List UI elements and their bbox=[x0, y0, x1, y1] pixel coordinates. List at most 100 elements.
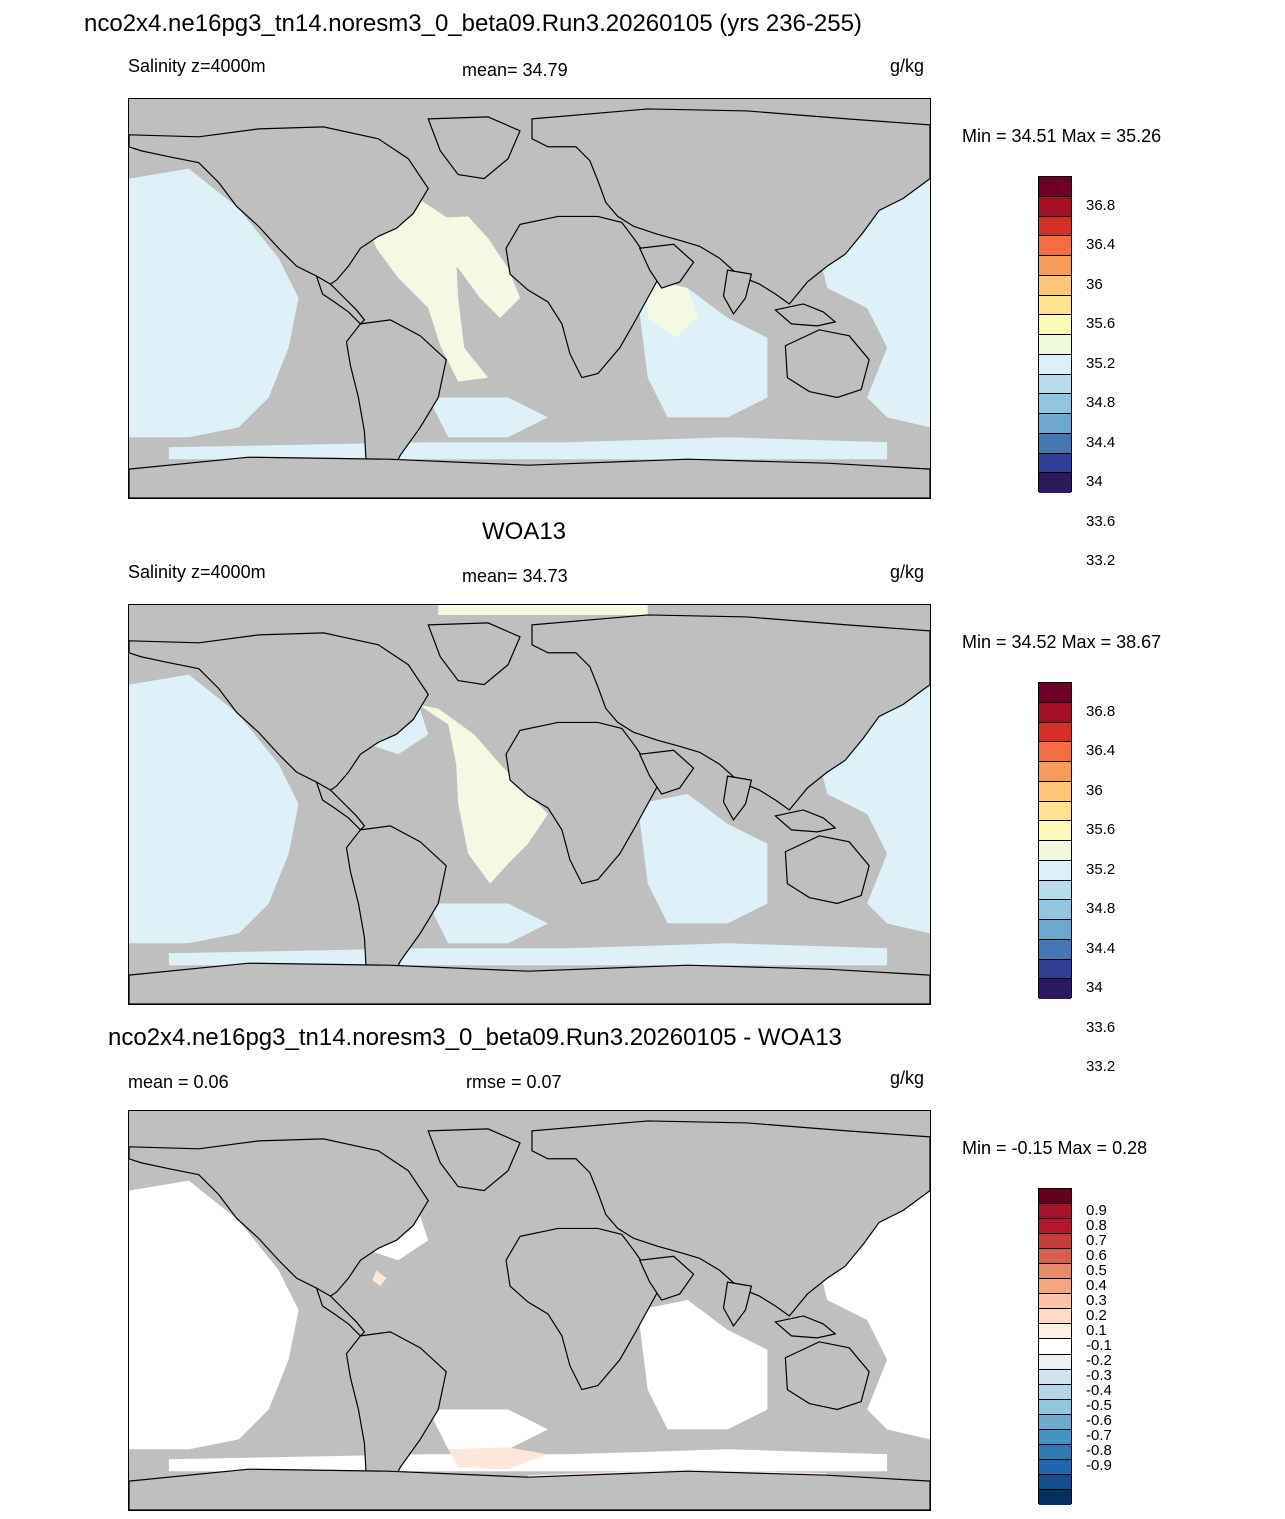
world-map-svg bbox=[129, 1120, 930, 1510]
ocean-region bbox=[129, 674, 299, 944]
colorbar-label: 0.8 bbox=[1086, 1216, 1107, 1234]
ocean-region bbox=[787, 138, 930, 428]
colorbar-swatch bbox=[1039, 920, 1071, 940]
panel-3-heading: nco2x4.ne16pg3_tn14.noresm3_0_beta09.Run… bbox=[108, 1024, 842, 1051]
colorbar-swatch bbox=[1039, 1324, 1071, 1340]
colorbar-swatch bbox=[1039, 1384, 1071, 1400]
colorbar-swatch bbox=[1039, 354, 1071, 375]
coastline bbox=[427, 1128, 521, 1192]
coastline bbox=[784, 835, 870, 905]
coastline bbox=[129, 962, 930, 1004]
colorbar-swatch bbox=[1039, 683, 1071, 703]
colorbar-label: 34.8 bbox=[1086, 900, 1116, 918]
colorbar-label: 35.2 bbox=[1086, 354, 1116, 372]
coastline bbox=[722, 269, 753, 316]
ocean-region bbox=[787, 1150, 930, 1440]
coastline bbox=[505, 1227, 661, 1391]
colorbar-swatch bbox=[1039, 722, 1071, 743]
colorbar-label: 0.4 bbox=[1086, 1276, 1107, 1294]
colorbar-label: 34.8 bbox=[1086, 394, 1116, 412]
colorbar-swatch bbox=[1039, 1234, 1071, 1250]
panel-2-map bbox=[128, 604, 931, 1005]
colorbar-swatch bbox=[1039, 1339, 1071, 1355]
panel-1-mean-label: mean= 34.79 bbox=[462, 60, 568, 80]
colorbar-swatch bbox=[1039, 196, 1071, 217]
colorbar-label: 0.9 bbox=[1086, 1201, 1107, 1219]
panel-3-mean-label: mean = 0.06 bbox=[128, 1072, 229, 1092]
highlight-region bbox=[364, 694, 548, 884]
panel-2-units: g/kg bbox=[890, 562, 925, 582]
colorbar-swatch bbox=[1039, 1429, 1071, 1445]
colorbar-swatch bbox=[1039, 900, 1071, 920]
colorbar-label: 33.6 bbox=[1086, 1018, 1116, 1036]
colorbar-swatch bbox=[1039, 275, 1071, 296]
colorbar-label: -0.2 bbox=[1086, 1352, 1112, 1370]
highlight-region bbox=[448, 1447, 548, 1470]
ocean-region bbox=[428, 903, 548, 944]
ocean-region bbox=[637, 794, 768, 924]
colorbar-swatch bbox=[1039, 742, 1071, 762]
colorbar-swatch bbox=[1039, 841, 1071, 861]
colorbar-swatch bbox=[1039, 216, 1071, 237]
panel-1-colorbar bbox=[1038, 176, 1072, 493]
coastline bbox=[774, 1315, 837, 1339]
colorbar-label: 36.8 bbox=[1086, 196, 1116, 214]
ocean-region bbox=[428, 1409, 548, 1450]
colorbar-label: 35.2 bbox=[1086, 860, 1116, 878]
colorbar-swatch bbox=[1039, 860, 1071, 881]
colorbar-swatch bbox=[1039, 1294, 1071, 1310]
colorbar-swatch bbox=[1039, 1369, 1071, 1385]
ocean-region bbox=[168, 943, 888, 966]
ocean-region bbox=[637, 1300, 768, 1430]
colorbar-swatch bbox=[1039, 1354, 1071, 1370]
coastline bbox=[505, 721, 661, 885]
colorbar-label: -0.3 bbox=[1086, 1367, 1112, 1385]
world-map-svg bbox=[129, 108, 930, 498]
coastline bbox=[129, 456, 930, 498]
colorbar-swatch bbox=[1039, 1309, 1071, 1325]
panel-1-minmax: Min = 34.51 Max = 35.26 bbox=[962, 126, 1162, 146]
colorbar-swatch bbox=[1039, 1399, 1071, 1415]
colorbar-swatch bbox=[1039, 1414, 1071, 1430]
colorbar-swatch bbox=[1039, 473, 1071, 493]
colorbar-swatch bbox=[1039, 979, 1071, 999]
highlight-region bbox=[364, 188, 489, 382]
colorbar-swatch bbox=[1039, 762, 1071, 782]
coastline bbox=[531, 108, 930, 305]
colorbar-swatch bbox=[1039, 315, 1071, 335]
figure-title: nco2x4.ne16pg3_tn14.noresm3_0_beta09.Run… bbox=[84, 10, 862, 37]
panel-3-map bbox=[128, 1110, 931, 1511]
coastline bbox=[531, 614, 930, 811]
colorbar-swatch bbox=[1039, 1264, 1071, 1280]
ocean-region bbox=[168, 437, 888, 460]
colorbar-swatch bbox=[1039, 1249, 1071, 1265]
colorbar-swatch bbox=[1039, 394, 1071, 414]
colorbar-label: 36 bbox=[1086, 781, 1103, 799]
colorbar-label: 0.5 bbox=[1086, 1261, 1107, 1279]
colorbar-swatch bbox=[1039, 335, 1071, 355]
colorbar-label: 36.4 bbox=[1086, 236, 1116, 254]
colorbar-label: 34 bbox=[1086, 473, 1103, 491]
colorbar-label: 0.2 bbox=[1086, 1306, 1107, 1324]
coastline bbox=[315, 1286, 366, 1337]
highlight-region bbox=[647, 278, 698, 338]
colorbar-label: -0.8 bbox=[1086, 1442, 1112, 1460]
panel-1-map bbox=[128, 98, 931, 499]
ocean-region bbox=[787, 644, 930, 934]
coastline bbox=[638, 749, 695, 795]
colorbar-swatch bbox=[1039, 1459, 1071, 1475]
colorbar-label: -0.9 bbox=[1086, 1457, 1112, 1475]
colorbar-label: -0.1 bbox=[1086, 1337, 1112, 1354]
colorbar-label: -0.7 bbox=[1086, 1427, 1112, 1445]
coastline bbox=[129, 1468, 930, 1510]
colorbar-swatch bbox=[1039, 453, 1071, 474]
ocean-region bbox=[129, 1180, 299, 1450]
colorbar-swatch bbox=[1039, 295, 1071, 316]
coastline bbox=[784, 1341, 870, 1411]
panel-3-units: g/kg bbox=[890, 1068, 925, 1088]
colorbar-label: 33.2 bbox=[1086, 552, 1116, 570]
colorbar-label: -0.5 bbox=[1086, 1397, 1112, 1415]
panel-1-left-label: Salinity z=4000m bbox=[128, 56, 266, 76]
colorbar-swatch bbox=[1039, 256, 1071, 276]
panel-2-minmax: Min = 34.52 Max = 38.67 bbox=[962, 632, 1162, 652]
